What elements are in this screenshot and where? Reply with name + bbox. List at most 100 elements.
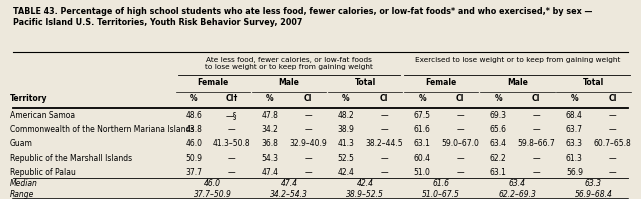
Text: —: —: [608, 154, 616, 163]
Text: Median: Median: [10, 179, 37, 188]
Text: 63.4: 63.4: [509, 179, 526, 188]
Text: 38.9–52.5: 38.9–52.5: [346, 190, 384, 199]
Text: 59.0–67.0: 59.0–67.0: [441, 139, 479, 148]
Text: 51.0–67.5: 51.0–67.5: [422, 190, 460, 199]
Text: 59.8–66.7: 59.8–66.7: [517, 139, 555, 148]
Text: 41.3–50.8: 41.3–50.8: [213, 139, 251, 148]
Text: CI: CI: [532, 94, 540, 103]
Text: 67.5: 67.5: [413, 111, 431, 120]
Text: 47.8: 47.8: [262, 111, 278, 120]
Text: —: —: [533, 154, 540, 163]
Text: 60.4: 60.4: [413, 154, 431, 163]
Text: 54.3: 54.3: [262, 154, 278, 163]
Text: %: %: [266, 94, 274, 103]
Text: 43.8: 43.8: [185, 125, 202, 134]
Text: 37.7: 37.7: [185, 168, 203, 177]
Text: CI: CI: [608, 94, 617, 103]
Text: —: —: [456, 154, 464, 163]
Text: —: —: [380, 168, 388, 177]
Text: 42.4: 42.4: [338, 168, 354, 177]
Text: CI†: CI†: [226, 94, 238, 103]
Text: —: —: [228, 154, 236, 163]
Text: 34.2–54.3: 34.2–54.3: [270, 190, 308, 199]
Text: —: —: [456, 168, 464, 177]
Text: —: —: [380, 154, 388, 163]
Text: 56.9: 56.9: [566, 168, 583, 177]
Text: 63.3: 63.3: [585, 179, 602, 188]
Text: 68.4: 68.4: [566, 111, 583, 120]
Text: 34.2: 34.2: [262, 125, 278, 134]
Text: Range: Range: [10, 190, 34, 199]
Text: Male: Male: [507, 78, 528, 87]
Text: 37.7–50.9: 37.7–50.9: [194, 190, 232, 199]
Text: 61.6: 61.6: [433, 179, 450, 188]
Text: —§: —§: [226, 111, 238, 120]
Text: Male: Male: [278, 78, 299, 87]
Text: Commonwealth of the Northern Mariana Islands: Commonwealth of the Northern Mariana Isl…: [10, 125, 194, 134]
Text: 48.2: 48.2: [338, 111, 354, 120]
Text: 47.4: 47.4: [262, 168, 278, 177]
Text: 63.1: 63.1: [490, 168, 506, 177]
Text: 60.7–65.8: 60.7–65.8: [594, 139, 631, 148]
Text: Guam: Guam: [10, 139, 33, 148]
Text: 63.4: 63.4: [490, 139, 507, 148]
Text: 61.3: 61.3: [566, 154, 583, 163]
Text: —: —: [456, 111, 464, 120]
Text: —: —: [304, 111, 312, 120]
Text: 52.5: 52.5: [338, 154, 354, 163]
Text: 63.3: 63.3: [566, 139, 583, 148]
Text: —: —: [228, 125, 236, 134]
Text: 65.6: 65.6: [490, 125, 507, 134]
Text: 36.8: 36.8: [262, 139, 278, 148]
Text: 42.4: 42.4: [356, 179, 374, 188]
Text: %: %: [570, 94, 578, 103]
Text: %: %: [342, 94, 350, 103]
Text: 47.4: 47.4: [280, 179, 297, 188]
Text: Total: Total: [354, 78, 376, 87]
Text: Ate less food, fewer calories, or low-fat foods
to lose weight or to keep from g: Ate less food, fewer calories, or low-fa…: [205, 57, 373, 70]
Text: CI: CI: [456, 94, 465, 103]
Text: %: %: [419, 94, 426, 103]
Text: 41.3: 41.3: [338, 139, 354, 148]
Text: Republic of the Marshall Islands: Republic of the Marshall Islands: [10, 154, 131, 163]
Text: American Samoa: American Samoa: [10, 111, 74, 120]
Text: %: %: [494, 94, 502, 103]
Text: —: —: [380, 125, 388, 134]
Text: 62.2–69.3: 62.2–69.3: [498, 190, 537, 199]
Text: Total: Total: [583, 78, 604, 87]
Text: 51.0: 51.0: [413, 168, 431, 177]
Text: —: —: [456, 125, 464, 134]
Text: —: —: [608, 168, 616, 177]
Text: 50.9: 50.9: [185, 154, 203, 163]
Text: —: —: [533, 168, 540, 177]
Text: %: %: [190, 94, 197, 103]
Text: 69.3: 69.3: [490, 111, 507, 120]
Text: 61.6: 61.6: [413, 125, 431, 134]
Text: 38.9: 38.9: [338, 125, 354, 134]
Text: 46.0: 46.0: [185, 139, 203, 148]
Text: TABLE 43. Percentage of high school students who ate less food, fewer calories, : TABLE 43. Percentage of high school stud…: [13, 7, 592, 27]
Text: —: —: [533, 125, 540, 134]
Text: —: —: [304, 168, 312, 177]
Text: —: —: [608, 111, 616, 120]
Text: —: —: [304, 154, 312, 163]
Text: Territory: Territory: [10, 94, 47, 103]
Text: —: —: [228, 168, 236, 177]
Text: Female: Female: [197, 78, 228, 87]
Text: —: —: [533, 111, 540, 120]
Text: 46.0: 46.0: [204, 179, 221, 188]
Text: 32.9–40.9: 32.9–40.9: [289, 139, 327, 148]
Text: —: —: [608, 125, 616, 134]
Text: Female: Female: [426, 78, 457, 87]
Text: CI: CI: [380, 94, 388, 103]
Text: 63.1: 63.1: [413, 139, 431, 148]
Text: —: —: [380, 111, 388, 120]
Text: Exercised to lose weight or to keep from gaining weight: Exercised to lose weight or to keep from…: [415, 57, 620, 63]
Text: 56.9–68.4: 56.9–68.4: [574, 190, 612, 199]
Text: CI: CI: [304, 94, 312, 103]
Text: 63.7: 63.7: [566, 125, 583, 134]
Text: 62.2: 62.2: [490, 154, 506, 163]
Text: Republic of Palau: Republic of Palau: [10, 168, 76, 177]
Text: —: —: [304, 125, 312, 134]
Text: 38.2–44.5: 38.2–44.5: [365, 139, 403, 148]
